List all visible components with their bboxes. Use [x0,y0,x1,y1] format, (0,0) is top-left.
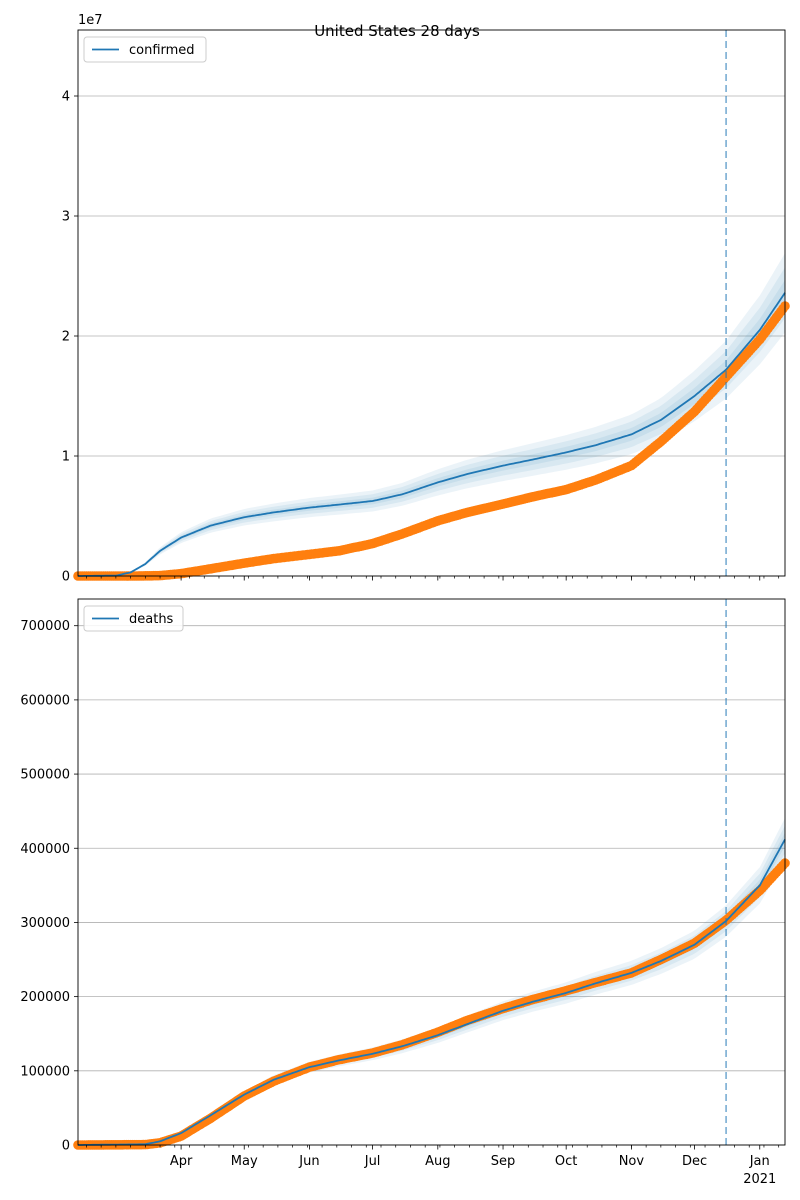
confidence-band [124,253,786,575]
x-tick-label: Sep [491,1154,516,1169]
figure-title: United States 28 days [314,22,480,40]
confidence-band [124,280,786,574]
x-tick-label: Nov [619,1154,645,1169]
legend-label: confirmed [129,43,195,58]
model-line [78,838,786,1146]
y-tick-label: 700000 [20,619,70,634]
legend-box [83,605,184,632]
y-tick-label: 0 [62,570,70,585]
legend-box [83,36,207,63]
y-tick-label: 3 [62,210,70,225]
y-tick-label: 600000 [20,693,70,708]
y-tick-label: 2 [62,330,70,345]
x-tick-label: Jul [364,1154,381,1169]
x-year-label: 2021 [743,1172,776,1187]
plot-frame [77,598,786,1146]
y-tick-label: 4 [62,90,70,105]
y-tick-label: 100000 [20,1064,70,1079]
confidence-band [124,818,786,1145]
y-tick-label: 500000 [20,768,70,783]
model-line [78,292,786,577]
x-tick-label: Jan [749,1154,770,1169]
confidence-band [124,825,786,1145]
x-tick-label: Jun [298,1154,319,1169]
x-tick-label: May [231,1154,258,1169]
x-tick-label: Oct [555,1154,577,1169]
y-tick-label: 200000 [20,990,70,1005]
panel-2: 0 100000 200000 300000 400000 500000 600000 700… [20,598,790,1187]
confidence-band [124,832,786,1145]
panel-1: 0 1 2 3 4 1e7 confirmed [62,13,790,585]
x-tick-label: Dec [682,1154,707,1169]
x-tick-label: Apr [170,1154,193,1169]
y-tick-label: 0 [62,1139,70,1154]
legend-label: deaths [129,612,174,627]
y-offset-label: 1e7 [78,13,103,28]
y-tick-label: 1 [62,450,70,465]
confidence-band [124,267,786,574]
y-tick-label: 300000 [20,916,70,931]
x-tick-label: Aug [425,1154,450,1169]
plot-frame [77,29,786,577]
y-tick-label: 400000 [20,842,70,857]
